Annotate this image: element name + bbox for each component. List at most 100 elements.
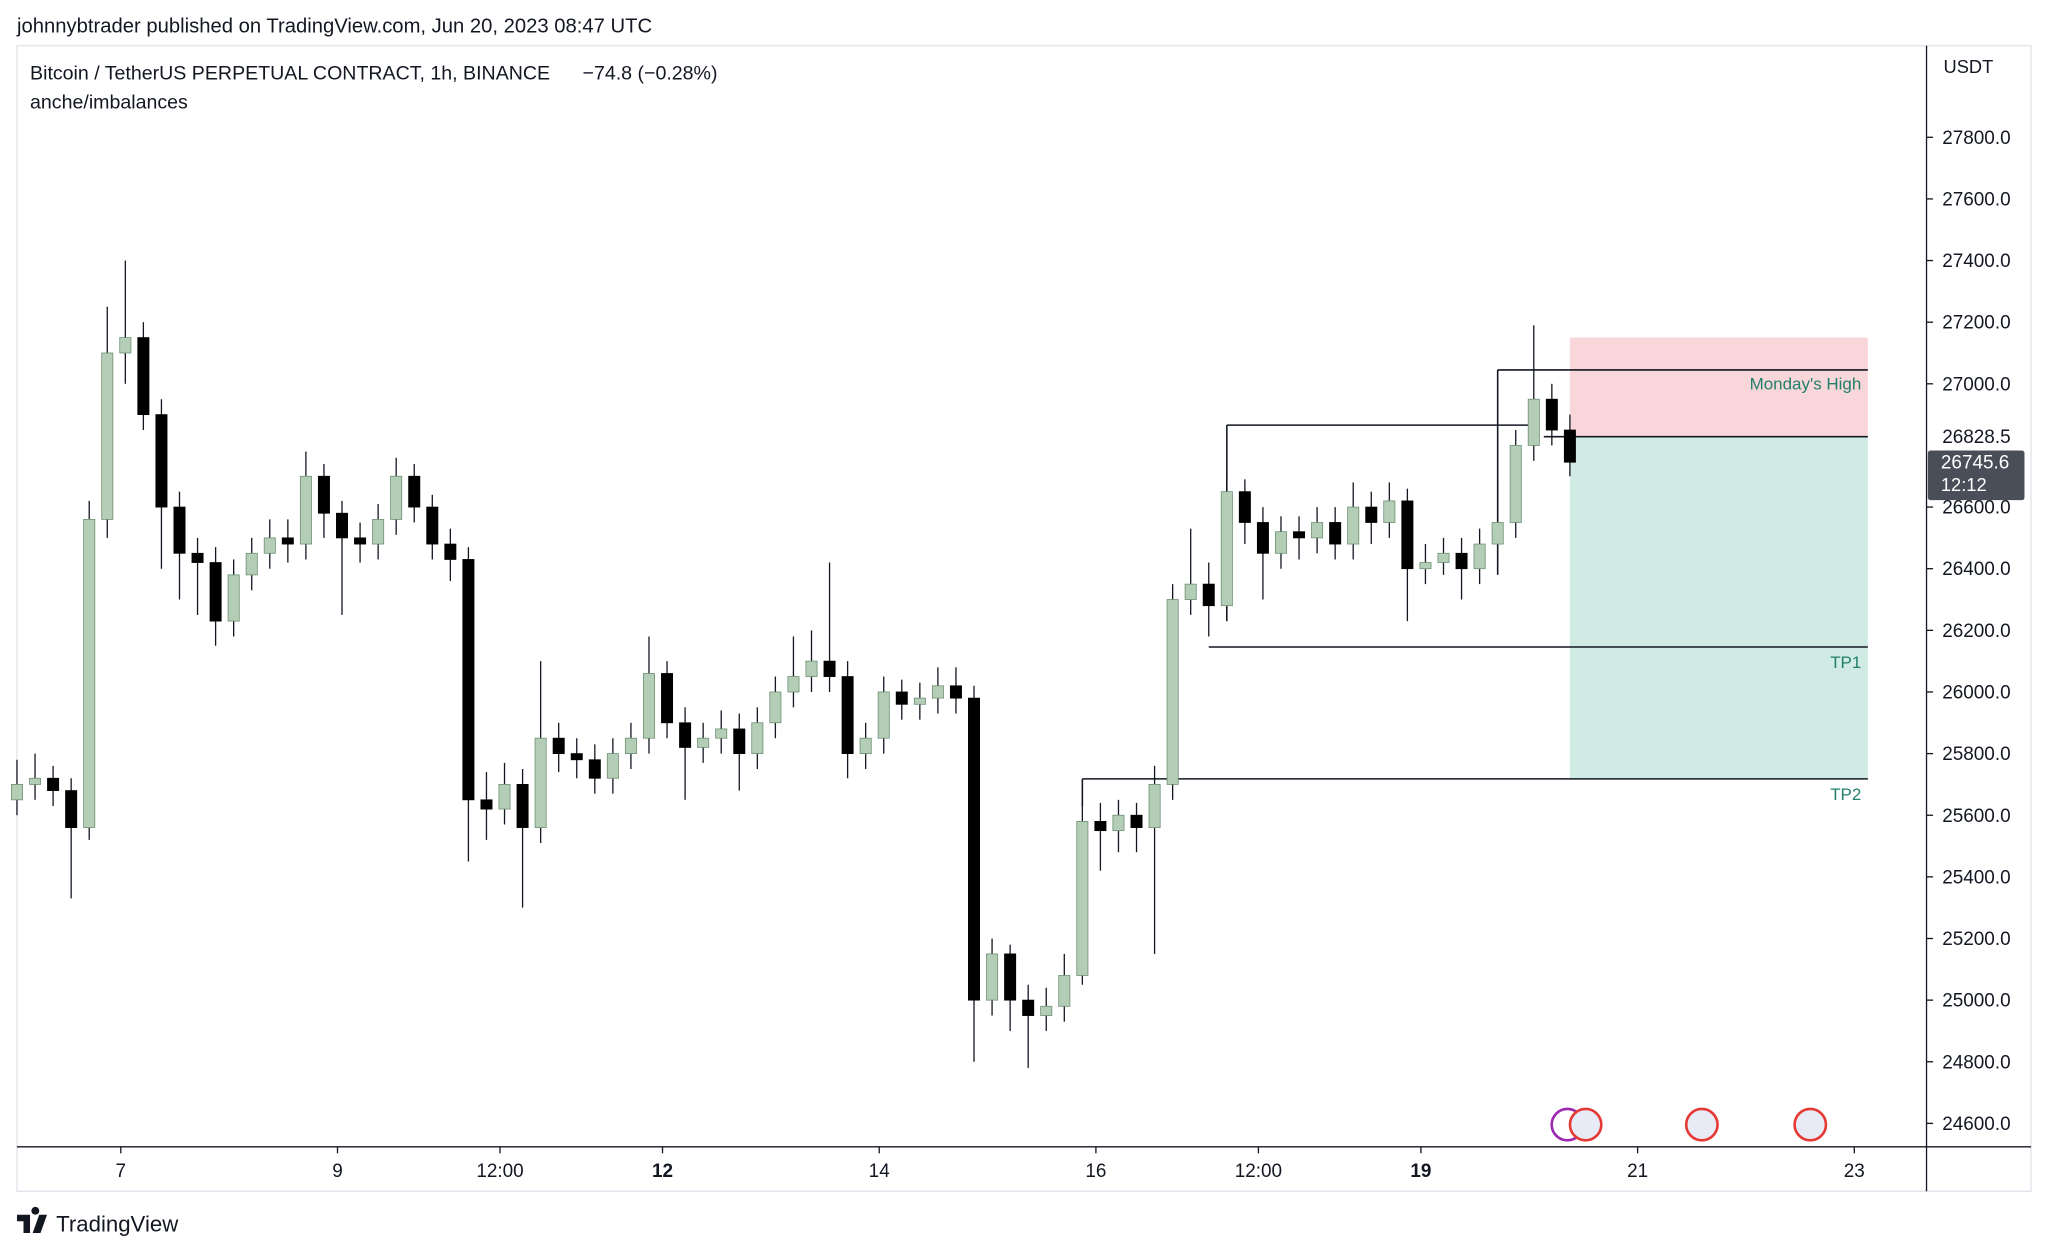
candle-body [642,673,655,739]
y-tick-label: 25800.0 [1942,744,2010,765]
y-tick-label: 24600.0 [1942,1114,2010,1135]
y-tick-label: 26000.0 [1942,683,2010,704]
candle-body [1040,1005,1053,1016]
event-icon[interactable] [1568,1107,1603,1142]
candle-body [552,737,565,754]
candle-body [1238,491,1251,523]
logo-text: TradingView [56,1212,179,1237]
candle-body [1455,552,1468,570]
header: johnnybtrader published on TradingView.c… [16,16,652,38]
candle-body [209,562,222,622]
candle-body [1220,491,1233,607]
candle-body [877,691,890,739]
y-tick-label: 26200.0 [1942,621,2010,642]
candle-body [137,337,150,416]
candle-body [1491,522,1504,545]
candle-body [1311,522,1324,539]
candle-body [931,685,944,699]
target-zone [1569,436,1868,779]
event-icon[interactable] [1684,1107,1719,1142]
candle-body [47,777,60,791]
candle-body [1022,999,1035,1016]
y-tick-label: 25200.0 [1942,929,2010,950]
candle-body [1419,562,1432,570]
y-tick-label: 27400.0 [1942,251,2010,272]
candle-body [679,722,692,748]
countdown-label: 12:12 [1941,474,1987,495]
candle-body [1401,500,1414,570]
candle-body [227,574,240,622]
candle-body [155,414,168,508]
candle-body [1383,500,1396,523]
candle-body [336,512,348,539]
candle-body [1347,506,1360,545]
y-tick-label: 27200.0 [1942,313,2010,334]
x-tick-label: 12:00 [1235,1161,1282,1182]
candle-body [516,784,529,828]
y-tick-label: 25400.0 [1942,867,2010,888]
candle-body [29,777,42,785]
event-icons[interactable] [1550,1107,1828,1142]
entry-price-label: 26828.5 [1942,427,2010,448]
candle-body [245,552,258,576]
candle-body [372,519,385,545]
candle-body [895,691,908,705]
candle-body [715,728,728,739]
candle-body [1274,531,1287,554]
y-tick-label: 26400.0 [1942,559,2010,580]
candle-body [480,799,493,810]
candle-body [949,685,962,699]
candle-body [769,691,782,724]
y-tick-label: 27800.0 [1942,128,2010,149]
candle-body [1148,784,1161,828]
candle-body [841,676,854,754]
candle-body [1184,583,1197,600]
x-tick-label: 12:00 [476,1161,523,1182]
candle-body [317,475,330,514]
candle-body [534,737,547,828]
candle-body [1112,814,1125,832]
event-icon[interactable] [1793,1107,1828,1142]
candle-body [1293,531,1306,539]
x-tick-label: 7 [116,1161,127,1182]
candle-body [1473,543,1486,570]
x-tick-label: 19 [1410,1161,1431,1182]
y-tick-label: 26600.0 [1942,498,2010,519]
y-tick-label: 27600.0 [1942,189,2010,210]
y-tick-label: 27000.0 [1942,374,2010,395]
candle-body [1509,445,1522,523]
candle-body [1563,429,1576,463]
candle-body [281,537,294,545]
x-tick-label: 16 [1085,1161,1106,1182]
plot-area: Monday's High TP1 TP2 [10,260,1868,1068]
candle-body [1545,398,1558,431]
candle-body [426,506,439,545]
candle-body [408,475,421,508]
candle-body [986,953,999,1001]
candle-body [570,753,583,761]
candle-body [263,537,276,554]
candle-body [10,784,23,801]
logo-mark [16,1206,48,1234]
candle-body [733,728,746,754]
level-label: TP2 [1830,785,1861,804]
candle-body [588,759,601,779]
x-tick-label: 9 [332,1161,343,1182]
candle-body [101,352,114,520]
candle-body [661,673,674,724]
candle-body [354,537,367,545]
candle-body [1166,599,1179,785]
candle-body [173,506,186,554]
y-tick-label: 25000.0 [1942,991,2010,1012]
candle-body [751,722,764,754]
candle-body [444,543,457,560]
x-tick-label: 21 [1627,1161,1648,1182]
candle-body [1004,953,1017,1001]
candle-body [390,475,403,520]
candle-body [968,697,981,1001]
candle-body [191,552,204,563]
candle-body [859,737,872,754]
y-tick-label: 25600.0 [1942,806,2010,827]
candle-body [83,519,96,828]
candle-body [462,559,475,801]
